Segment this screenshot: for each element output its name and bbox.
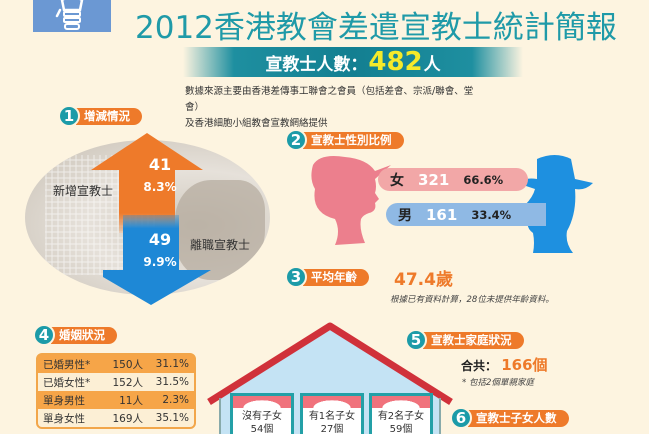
female-pct: 66.6% bbox=[463, 172, 504, 187]
logo-badge bbox=[33, 0, 111, 32]
male-ratio-bar: 男 161 33.4% bbox=[386, 203, 546, 226]
section-title: 宣教士性別比例 bbox=[303, 131, 404, 149]
section-title: 平均年齡 bbox=[303, 268, 369, 286]
section-number: 3 bbox=[285, 266, 307, 288]
row-count: 169人 bbox=[112, 412, 143, 425]
section-2-heading: 2 宣教士性別比例 bbox=[285, 129, 404, 151]
section-title: 宣教士子女人數 bbox=[468, 409, 569, 427]
single-parent-note: * 包括2個單親家庭 bbox=[462, 378, 534, 388]
row-count: 152人 bbox=[112, 376, 143, 389]
female-label: 女 bbox=[390, 172, 404, 189]
row-category: 已婚女性* bbox=[43, 376, 91, 389]
section-1-heading: 1 增減情況 bbox=[58, 105, 142, 127]
missionary-count-banner: 宣教士人數： 482 人 bbox=[183, 47, 523, 77]
left-missionary-pct: 9.9% bbox=[143, 255, 177, 269]
age-note: 根據已有資料計算，28位未提供年齡資料。 bbox=[390, 295, 554, 305]
male-count: 161 bbox=[426, 205, 458, 224]
row-category: 已婚男性* bbox=[43, 358, 91, 371]
row-category: 單身女性 bbox=[43, 412, 85, 425]
row-count: 11人 bbox=[119, 394, 143, 407]
left-missionary-label: 離職宣教士 bbox=[190, 238, 251, 252]
section-title: 宣教士家庭狀況 bbox=[423, 331, 524, 349]
row-pct: 2.3% bbox=[162, 394, 189, 406]
male-silhouette-icon bbox=[517, 155, 593, 253]
window-value: 27個 bbox=[320, 424, 344, 434]
arrow-down-icon bbox=[103, 215, 211, 305]
section-title: 增減情況 bbox=[76, 107, 142, 125]
total-value: 166個 bbox=[501, 356, 548, 374]
window-value: 54個 bbox=[250, 424, 274, 434]
table-row: 已婚男性* 150人 31.1% bbox=[38, 355, 194, 373]
section-3-heading: 3 平均年齡 bbox=[285, 266, 369, 288]
count-value: 482 bbox=[368, 47, 423, 77]
window-label: 有1名子女 bbox=[308, 411, 356, 422]
new-missionary-label: 新增宣教士 bbox=[53, 184, 114, 198]
section-number: 6 bbox=[450, 407, 472, 429]
page-title: 2012香港教會差遣宣教士統計簡報 bbox=[135, 10, 617, 46]
count-unit: 人 bbox=[423, 54, 441, 75]
left-missionary-count: 49 bbox=[148, 230, 172, 249]
arrow-up-icon bbox=[91, 133, 203, 233]
section-6-heading: 6 宣教士子女人數 bbox=[450, 407, 569, 429]
family-window-two-children: 有2名子女 59個 bbox=[369, 393, 433, 434]
window-label: 有2名子女 bbox=[377, 411, 425, 422]
row-pct: 31.1% bbox=[155, 358, 189, 370]
section-number: 4 bbox=[33, 324, 55, 346]
source-note-line2: 及香港細胞小組教會宣教網絡提供 bbox=[185, 118, 328, 129]
window-label: 沒有子女 bbox=[242, 411, 282, 422]
family-total: 合共： 166個 bbox=[461, 354, 548, 375]
female-silhouette-icon bbox=[311, 156, 391, 245]
source-note: 數據來源主要由香港差傳事工聯會之會員（包括差會、宗派/聯會、堂會） 及香港細胞小… bbox=[185, 84, 475, 132]
row-pct: 31.5% bbox=[155, 376, 189, 388]
table-row: 單身女性 169人 35.1% bbox=[38, 409, 194, 427]
male-label: 男 bbox=[398, 207, 412, 224]
lightbulb-icon bbox=[55, 0, 84, 30]
section-number: 5 bbox=[405, 329, 427, 351]
table-row: 已婚女性* 152人 31.5% bbox=[38, 373, 194, 391]
family-window-one-child: 有1名子女 27個 bbox=[300, 393, 364, 434]
male-pct: 33.4% bbox=[471, 207, 512, 222]
source-note-line1: 數據來源主要由香港差傳事工聯會之會員（包括差會、宗派/聯會、堂會） bbox=[185, 86, 474, 113]
section-5-heading: 5 宣教士家庭狀況 bbox=[405, 329, 524, 351]
row-count: 150人 bbox=[112, 358, 143, 371]
total-label: 合共： bbox=[461, 359, 498, 373]
section-number: 1 bbox=[58, 105, 80, 127]
count-label: 宣教士人數： bbox=[265, 54, 368, 75]
family-window-no-children: 沒有子女 54個 bbox=[230, 393, 294, 434]
row-category: 單身男性 bbox=[43, 394, 85, 407]
section-number: 2 bbox=[285, 129, 307, 151]
new-missionary-count: 41 bbox=[148, 155, 172, 174]
female-count: 321 bbox=[418, 170, 450, 189]
average-age-value: 47.4歲 bbox=[394, 270, 453, 290]
section-4-heading: 4 婚姻狀況 bbox=[33, 324, 117, 346]
window-value: 59個 bbox=[389, 424, 413, 434]
new-missionary-pct: 8.3% bbox=[143, 180, 177, 194]
table-row: 單身男性 11人 2.3% bbox=[38, 391, 194, 409]
section-title: 婚姻狀況 bbox=[51, 326, 117, 344]
marital-status-table: 已婚男性* 150人 31.1% 已婚女性* 152人 31.5% 單身男性 1… bbox=[36, 353, 196, 429]
row-pct: 35.1% bbox=[155, 412, 189, 424]
female-ratio-bar: 女 321 66.6% bbox=[378, 168, 528, 191]
